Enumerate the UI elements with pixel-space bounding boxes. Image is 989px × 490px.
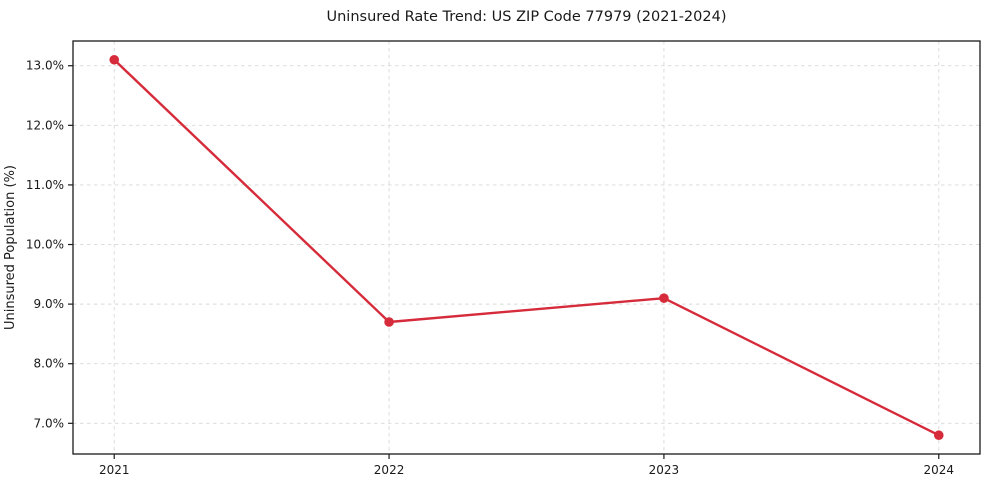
x-tick-label: 2021 <box>99 463 130 477</box>
data-point <box>109 54 120 65</box>
tick-label-layer: 7.0% 8.0% 9.0% 10.0% 11.0% 12.0% 13.0% 2021 2022… <box>26 59 954 477</box>
x-tick-label: 2022 <box>374 463 405 477</box>
chart-title: Uninsured Rate Trend: US ZIP Code 77979 … <box>327 9 727 25</box>
y-tick-label: 13.0% <box>26 59 64 73</box>
y-tick-label: 7.0% <box>34 416 65 430</box>
y-tick-label: 10.0% <box>26 238 64 252</box>
plot-border <box>72 40 981 455</box>
trend-line <box>113 58 940 437</box>
axis-layer <box>68 40 981 459</box>
y-tick-label: 8.0% <box>34 357 65 371</box>
y-tick-label: 11.0% <box>26 178 64 192</box>
y-axis-label: Uninsured Population (%) <box>3 165 18 330</box>
x-tick-label: 2024 <box>923 463 954 477</box>
y-tick-label: 12.0% <box>26 118 64 132</box>
x-tick-label: 2023 <box>649 463 680 477</box>
y-tick-label: 9.0% <box>34 297 65 311</box>
data-point <box>659 293 669 303</box>
data-point <box>384 317 394 327</box>
series-layer <box>109 54 944 441</box>
data-point <box>933 430 944 441</box>
grid-layer <box>73 41 980 454</box>
